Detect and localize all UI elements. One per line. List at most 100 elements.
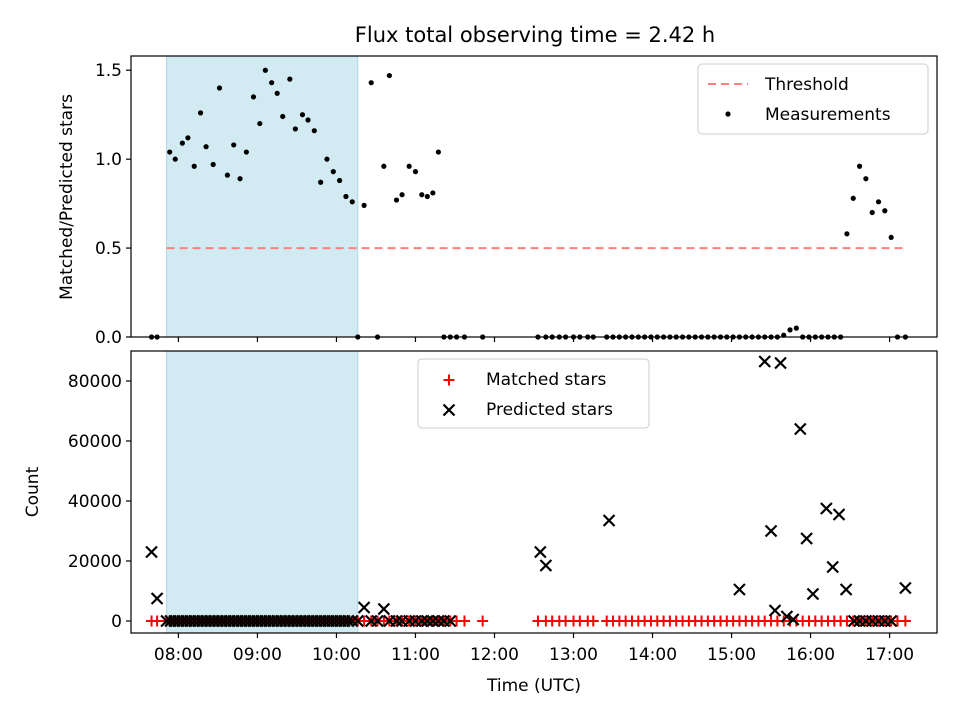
measurement-point (318, 179, 324, 185)
bottom-legend: Matched stars Predicted stars (417, 358, 650, 429)
measurement-point (324, 156, 330, 162)
top-axes-frame (130, 55, 938, 338)
measurement-point (386, 72, 392, 79)
measurement-point (435, 149, 441, 155)
predicted-star-point (794, 422, 807, 436)
measurement-point (419, 192, 425, 198)
predicted-star-point (432, 614, 445, 628)
matched-star-point (458, 615, 470, 627)
measurement-point (257, 120, 263, 127)
x-tick-label: 13:00 (549, 645, 598, 665)
measurement-point (381, 163, 387, 169)
measurement-point (210, 161, 216, 168)
measurement-point (191, 163, 197, 169)
x-axis-label: Time (UTC) (486, 676, 581, 696)
bottom-axes-frame (130, 350, 938, 634)
measurement-point (406, 163, 412, 169)
measurement-point (305, 117, 311, 123)
x-tick-label: 09:00 (233, 645, 282, 665)
predicted-star-point (764, 524, 778, 538)
x-tick-label: 11:00 (391, 645, 440, 665)
legend-cross-mark (442, 403, 456, 417)
measurement-point (793, 325, 799, 331)
predicted-star-point (839, 583, 853, 596)
measurement-point (882, 208, 888, 214)
top-y-tick-label: 1.5 (95, 61, 122, 81)
measurement-point (787, 327, 793, 333)
bottom-y-tick-label: 80000 (68, 372, 122, 392)
measurement-point (292, 126, 298, 132)
measurement-point (424, 193, 430, 200)
x-tick-label: 10:00 (312, 645, 361, 665)
measurement-point (172, 156, 178, 162)
legend-plus-mark (443, 374, 455, 386)
predicted-star-point (774, 356, 787, 370)
x-tick-label: 17:00 (865, 645, 914, 665)
measurement-point (869, 209, 875, 216)
legend-matched-label: Matched stars (486, 370, 606, 390)
predicted-star-point (150, 592, 164, 605)
measurement-point (311, 128, 317, 134)
top-legend: Threshold Measurements (697, 63, 929, 135)
matched-star-point (477, 615, 489, 627)
x-tick-label: 16:00 (786, 645, 835, 665)
predicted-star-point (780, 610, 794, 623)
measurement-point (875, 199, 882, 205)
top-y-tick-label: 0.0 (95, 328, 122, 348)
top-legend-box (697, 63, 929, 135)
predicted-star-point (357, 601, 371, 614)
bottom-y-tick-label: 0 (111, 612, 122, 632)
measurement-point (850, 195, 856, 201)
legend-predicted-label: Predicted stars (486, 400, 613, 420)
legend-threshold-label: Threshold (764, 75, 849, 95)
x-tick-label: 15:00 (707, 645, 756, 665)
matched-star-point (151, 615, 163, 627)
x-tick-label: 14:00 (628, 645, 677, 665)
predicted-star-point (426, 614, 440, 628)
bottom-y-tick-label: 40000 (68, 492, 122, 512)
predicted-star-point (342, 614, 355, 628)
bottom-legend-box (417, 358, 650, 429)
measurement-point (412, 169, 419, 175)
x-tick-label: 12:00 (470, 645, 519, 665)
predicted-star-point (899, 581, 912, 595)
predicted-star-point (345, 614, 359, 628)
predicted-star-point (800, 532, 813, 545)
measurement-point (399, 192, 405, 198)
measurement-point (274, 90, 280, 96)
bottom-panel: 0 20000 40000 60000 80000 08:00 09:00 10:00 11:… (23, 350, 938, 696)
predicted-star-point (351, 614, 365, 628)
matched-star-point (899, 615, 911, 627)
predicted-star-point (806, 587, 820, 601)
predicted-star-point (421, 614, 434, 628)
top-y-tick-label: 1.0 (95, 150, 122, 170)
measurement-point (888, 234, 894, 241)
predicted-star-point (884, 614, 898, 628)
predicted-star-point (758, 355, 772, 368)
measurement-point (243, 149, 249, 155)
chart-title: Flux total observing time = 2.42 h (355, 23, 715, 47)
measurement-point (203, 144, 209, 150)
measurement-point (262, 67, 268, 73)
measurement-point (330, 169, 336, 175)
measurement-point (343, 193, 349, 200)
measurement-point (231, 142, 237, 148)
measurement-point (237, 176, 243, 182)
measurement-point (863, 176, 869, 182)
top-panel: 0.0 0.5 1.0 1.5 Matched/Predicted stars Thr… (57, 55, 938, 348)
legend-measurements-label: Measurements (765, 105, 891, 125)
predicted-star-point (377, 602, 391, 616)
measurement-point (224, 172, 231, 178)
predicted-star-point (786, 613, 800, 626)
predicted-star-point (145, 545, 158, 559)
matched-star-point (587, 615, 599, 627)
measurement-point (216, 85, 223, 91)
measurement-point (185, 135, 191, 141)
measurement-point (856, 163, 863, 169)
predicted-star-point (415, 614, 429, 628)
legend-matched-swatch (443, 374, 455, 386)
measurement-point (167, 149, 173, 155)
bottom-y-tick-label: 60000 (68, 432, 122, 452)
bottom-y-tick-label: 20000 (68, 552, 122, 572)
predicted-star-point (820, 502, 833, 515)
